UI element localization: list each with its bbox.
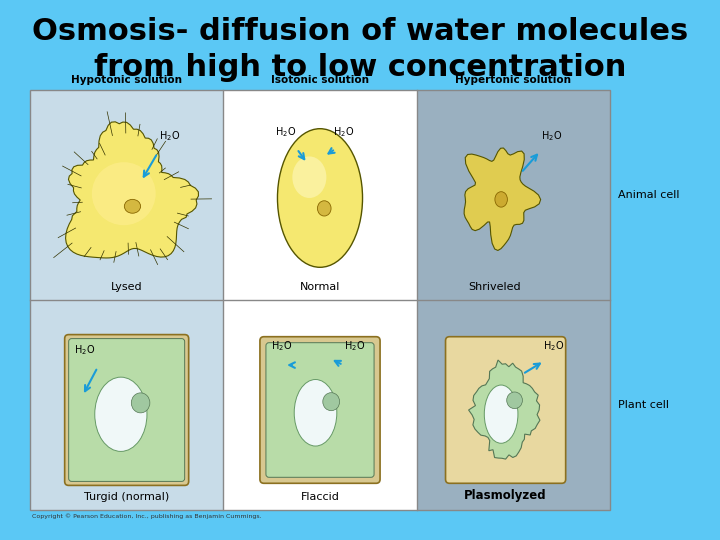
- Text: H$_2$O: H$_2$O: [544, 339, 564, 353]
- Text: Plant cell: Plant cell: [618, 400, 669, 410]
- Text: Copyright © Pearson Education, Inc., publishing as Benjamin Cummings.: Copyright © Pearson Education, Inc., pub…: [32, 513, 261, 518]
- Text: H$_2$O: H$_2$O: [344, 339, 366, 353]
- Ellipse shape: [92, 162, 156, 225]
- FancyBboxPatch shape: [266, 343, 374, 477]
- Text: Turgid (normal): Turgid (normal): [84, 492, 169, 502]
- Text: from high to low concentration: from high to low concentration: [94, 53, 626, 83]
- Ellipse shape: [125, 199, 140, 213]
- Text: H$_2$O: H$_2$O: [73, 343, 95, 357]
- Ellipse shape: [277, 129, 363, 267]
- PathPatch shape: [464, 148, 541, 251]
- Text: Lysed: Lysed: [111, 282, 143, 292]
- Text: Hypotonic solution: Hypotonic solution: [71, 75, 182, 85]
- Text: H$_2$O: H$_2$O: [333, 125, 354, 139]
- PathPatch shape: [66, 122, 199, 258]
- Ellipse shape: [292, 157, 326, 198]
- Ellipse shape: [485, 385, 518, 443]
- Text: Flaccid: Flaccid: [300, 492, 339, 502]
- Text: Hypertonic solution: Hypertonic solution: [455, 75, 572, 85]
- Polygon shape: [30, 90, 223, 510]
- FancyBboxPatch shape: [68, 339, 184, 481]
- Ellipse shape: [318, 201, 331, 216]
- FancyBboxPatch shape: [65, 335, 189, 485]
- Text: H$_2$O: H$_2$O: [274, 125, 296, 139]
- Text: Animal cell: Animal cell: [618, 190, 680, 200]
- FancyBboxPatch shape: [446, 337, 566, 483]
- Polygon shape: [223, 90, 417, 510]
- Text: H$_2$O: H$_2$O: [158, 129, 180, 143]
- FancyBboxPatch shape: [260, 337, 380, 483]
- Text: Osmosis- diffusion of water molecules: Osmosis- diffusion of water molecules: [32, 17, 688, 46]
- Polygon shape: [417, 90, 610, 510]
- Text: H$_2$O: H$_2$O: [541, 129, 562, 143]
- Text: Plasmolyzed: Plasmolyzed: [464, 489, 547, 502]
- Ellipse shape: [95, 377, 147, 451]
- Ellipse shape: [507, 392, 523, 409]
- Ellipse shape: [323, 393, 340, 411]
- Text: H$_2$O: H$_2$O: [271, 339, 292, 353]
- Text: Normal: Normal: [300, 282, 340, 292]
- Text: Shriveled: Shriveled: [469, 282, 521, 292]
- PathPatch shape: [469, 360, 540, 459]
- Text: Isotonic solution: Isotonic solution: [271, 75, 369, 85]
- Ellipse shape: [294, 380, 337, 446]
- Ellipse shape: [495, 192, 508, 207]
- Ellipse shape: [131, 393, 150, 413]
